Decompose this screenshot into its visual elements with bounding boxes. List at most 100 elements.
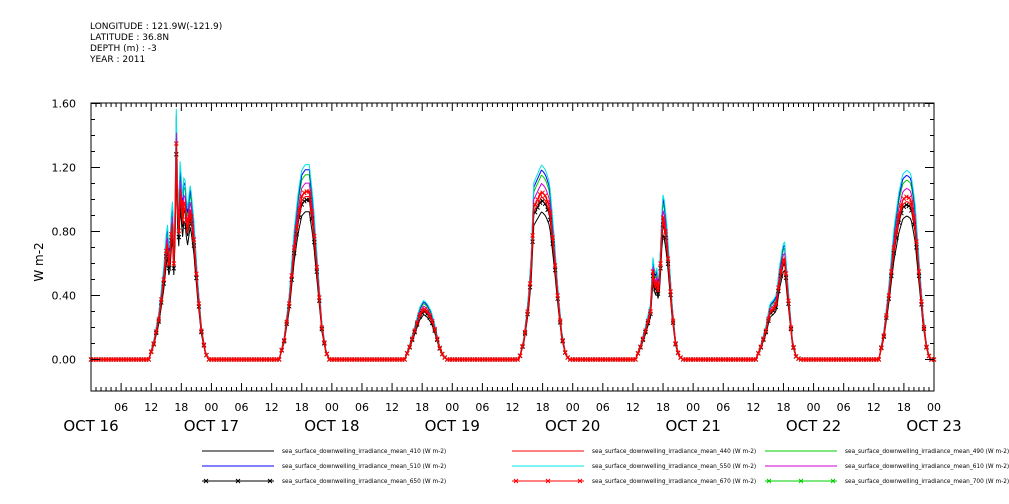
series-marker-sea-surface-downwelling-irradiance-mean-670 xyxy=(412,328,418,334)
series-marker-sea-surface-downwelling-irradiance-mean-670 xyxy=(314,264,320,270)
legend-label: sea_surface_downwelling_irradiance_mean_… xyxy=(282,449,446,455)
series-marker-sea-surface-downwelling-irradiance-mean-670 xyxy=(921,324,927,330)
series-marker-sea-surface-downwelling-irradiance-mean-670 xyxy=(665,256,671,262)
series-marker-sea-surface-downwelling-irradiance-mean-670 xyxy=(878,345,884,350)
series-line-sea-surface-downwelling-irradiance-mean-670 xyxy=(91,143,934,361)
series-marker-sea-surface-downwelling-irradiance-mean-670 xyxy=(883,313,889,318)
x-hour-label: 12 xyxy=(144,401,158,414)
series-marker-sea-surface-downwelling-irradiance-mean-670 xyxy=(916,269,922,274)
x-hour-label: 12 xyxy=(626,401,640,414)
series-line-sea-surface-downwelling-irradiance-mean-550 xyxy=(91,108,934,360)
series-marker-sea-surface-downwelling-irradiance-mean-670 xyxy=(778,269,784,274)
series-marker-sea-surface-downwelling-irradiance-mean-670 xyxy=(909,200,914,205)
x-date-label: OCT 23 xyxy=(906,417,961,435)
series-marker-sea-surface-downwelling-irradiance-mean-670 xyxy=(773,301,779,307)
series-marker-sea-surface-downwelling-irradiance-mean-670 xyxy=(670,318,676,323)
series-marker-sea-surface-downwelling-irradiance-mean-670 xyxy=(522,329,528,335)
series-marker-sea-surface-downwelling-irradiance-mean-670 xyxy=(888,269,894,274)
series-marker-sea-surface-downwelling-irradiance-mean-670 xyxy=(402,357,407,362)
x-hour-label: 06 xyxy=(235,401,249,414)
series-marker-sea-surface-downwelling-irradiance-mean-670 xyxy=(404,350,410,356)
series-marker-sea-surface-downwelling-irradiance-mean-670 xyxy=(673,341,678,346)
legend-marker xyxy=(766,478,772,484)
series-marker-sea-surface-downwelling-irradiance-mean-650 xyxy=(176,234,182,240)
series-marker-sea-surface-downwelling-irradiance-mean-670 xyxy=(176,228,182,234)
series-marker-sea-surface-downwelling-irradiance-mean-670 xyxy=(552,263,558,268)
legend-label: sea_surface_downwelling_irradiance_mean_… xyxy=(282,464,446,470)
series-marker-sea-surface-downwelling-irradiance-mean-670 xyxy=(562,349,568,355)
legend-marker xyxy=(830,478,836,484)
series-marker-sea-surface-downwelling-irradiance-mean-670 xyxy=(163,248,169,254)
series-marker-sea-surface-downwelling-irradiance-mean-670 xyxy=(409,336,415,342)
series-marker-sea-surface-downwelling-irradiance-mean-670 xyxy=(296,207,302,213)
legend-label: sea_surface_downwelling_irradiance_mean_… xyxy=(282,479,446,485)
x-hour-label: 12 xyxy=(746,401,760,414)
series-marker-sea-surface-downwelling-irradiance-mean-670 xyxy=(640,336,646,342)
series-marker-sea-surface-downwelling-irradiance-mean-670 xyxy=(424,309,430,314)
series-marker-sea-surface-downwelling-irradiance-mean-670 xyxy=(201,342,207,348)
series-marker-sea-surface-downwelling-irradiance-mean-670 xyxy=(437,345,443,351)
series-marker-sea-surface-downwelling-irradiance-mean-670 xyxy=(756,350,761,356)
series-marker-sea-surface-downwelling-irradiance-mean-670 xyxy=(771,305,776,311)
series-marker-sea-surface-downwelling-irradiance-mean-670 xyxy=(517,353,523,359)
y-tick-label: 1.20 xyxy=(52,162,77,175)
x-hour-label: 12 xyxy=(506,401,520,414)
series-marker-sea-surface-downwelling-irradiance-mean-670 xyxy=(891,245,897,250)
series-marker-sea-surface-downwelling-irradiance-mean-670 xyxy=(429,318,435,324)
x-hour-label: 06 xyxy=(355,401,369,414)
legend-marker xyxy=(513,478,519,484)
series-marker-sea-surface-downwelling-irradiance-mean-670 xyxy=(658,261,663,266)
latitude-label: LATITUDE : 36.8N xyxy=(90,33,170,43)
series-line-sea-surface-downwelling-irradiance-mean-610 xyxy=(91,132,934,360)
series-marker-sea-surface-downwelling-irradiance-mean-670 xyxy=(926,353,932,359)
y-tick-label: 0.40 xyxy=(52,290,77,303)
series-marker-sea-surface-downwelling-irradiance-mean-670 xyxy=(766,316,771,322)
series-marker-sea-surface-downwelling-irradiance-mean-670 xyxy=(191,237,197,242)
legend-marker xyxy=(235,478,241,484)
series-marker-sea-surface-downwelling-irradiance-mean-650 xyxy=(904,202,909,208)
series-marker-sea-surface-downwelling-irradiance-mean-670 xyxy=(151,341,157,346)
x-hour-label: 00 xyxy=(927,401,941,414)
x-hour-label: 00 xyxy=(566,401,580,414)
series-marker-sea-surface-downwelling-irradiance-mean-670 xyxy=(648,309,653,314)
series-marker-sea-surface-downwelling-irradiance-mean-670 xyxy=(542,193,548,199)
series-marker-sea-surface-downwelling-irradiance-mean-670 xyxy=(675,350,681,355)
series-marker-sea-surface-downwelling-irradiance-mean-670 xyxy=(311,233,317,239)
series-marker-sea-surface-downwelling-irradiance-mean-670 xyxy=(530,233,535,238)
series-marker-sea-surface-downwelling-irradiance-mean-670 xyxy=(294,225,300,230)
x-hour-label: 12 xyxy=(265,401,279,414)
x-hour-label: 06 xyxy=(837,401,851,414)
series-marker-sea-surface-downwelling-irradiance-mean-670 xyxy=(153,329,159,334)
series-marker-sea-surface-downwelling-irradiance-mean-670 xyxy=(633,357,638,362)
series-line-sea-surface-downwelling-irradiance-mean-510 xyxy=(91,115,934,360)
x-hour-label: 00 xyxy=(325,401,339,414)
series-marker-sea-surface-downwelling-irradiance-mean-670 xyxy=(181,200,187,206)
x-hour-label: 00 xyxy=(686,401,700,414)
series-marker-sea-surface-downwelling-irradiance-mean-670 xyxy=(196,301,202,307)
series-marker-sea-surface-downwelling-irradiance-mean-670 xyxy=(894,229,899,234)
series-marker-sea-surface-downwelling-irradiance-mean-670 xyxy=(788,325,794,330)
series-line-sea-surface-downwelling-irradiance-mean-650 xyxy=(91,154,934,360)
series-marker-sea-surface-downwelling-irradiance-mean-670 xyxy=(434,336,440,342)
series-line-sea-surface-downwelling-irradiance-mean-410 xyxy=(91,169,934,360)
series-marker-sea-surface-downwelling-irradiance-mean-670 xyxy=(660,215,666,220)
series-marker-sea-surface-downwelling-irradiance-mean-670 xyxy=(781,257,786,262)
x-hour-label: 00 xyxy=(204,401,218,414)
series-marker-sea-surface-downwelling-irradiance-mean-670 xyxy=(284,319,290,325)
series-marker-sea-surface-downwelling-irradiance-mean-670 xyxy=(439,351,445,357)
series-marker-sea-surface-downwelling-irradiance-mean-670 xyxy=(919,299,924,304)
series-marker-sea-surface-downwelling-irradiance-mean-670 xyxy=(291,245,297,250)
legend-marker xyxy=(267,478,273,484)
series-marker-sea-surface-downwelling-irradiance-mean-670 xyxy=(527,281,533,286)
series-marker-sea-surface-downwelling-irradiance-mean-670 xyxy=(635,350,641,356)
x-date-label: OCT 19 xyxy=(425,417,480,435)
legend-label: sea_surface_downwelling_irradiance_mean_… xyxy=(845,479,1009,485)
tick-layer: 0.00 0.40 0.80 1.20 1.60 06 12 18 00 06 12 18 00 06 12… xyxy=(52,98,962,436)
series-marker-sea-surface-downwelling-irradiance-mean-670 xyxy=(557,318,563,323)
plot-header: LONGITUDE : 121.9W(-121.9) LATITUDE : 36… xyxy=(90,22,222,66)
x-hour-label: 12 xyxy=(385,401,399,414)
series-marker-sea-surface-downwelling-irradiance-mean-670 xyxy=(758,344,764,350)
series-marker-sea-surface-downwelling-irradiance-mean-670 xyxy=(161,277,167,282)
x-date-label: OCT 20 xyxy=(545,417,600,435)
x-hour-label: 18 xyxy=(295,401,309,414)
